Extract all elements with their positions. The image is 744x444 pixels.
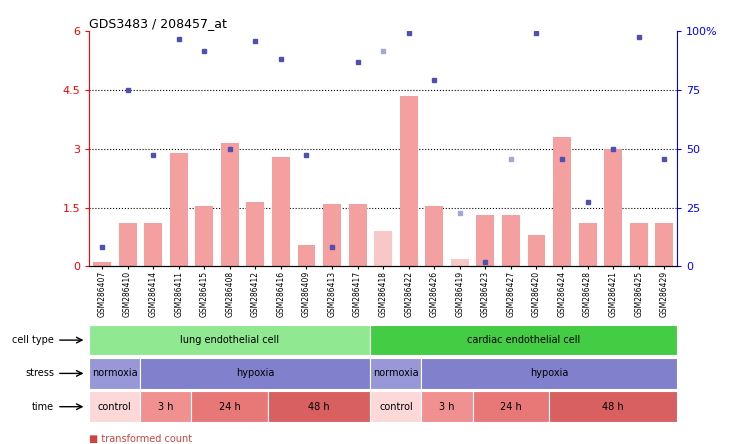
Text: cell type: cell type	[12, 335, 54, 345]
Bar	[604, 149, 622, 266]
Bar	[400, 96, 417, 266]
Bar	[579, 223, 597, 266]
Bar	[422, 391, 472, 422]
Bar	[371, 358, 422, 389]
Text: control: control	[98, 402, 132, 412]
Bar	[221, 143, 239, 266]
Text: hypoxia: hypoxia	[530, 369, 568, 378]
Bar	[549, 391, 677, 422]
Text: 3 h: 3 h	[439, 402, 455, 412]
Bar	[553, 137, 571, 266]
Bar	[144, 223, 162, 266]
Text: ■ transformed count: ■ transformed count	[89, 434, 193, 444]
Text: stress: stress	[25, 369, 54, 378]
Text: 24 h: 24 h	[219, 402, 241, 412]
Bar	[374, 231, 392, 266]
Text: lung endothelial cell: lung endothelial cell	[180, 335, 280, 345]
Bar	[89, 325, 371, 356]
Bar	[170, 153, 187, 266]
Bar	[268, 391, 371, 422]
Bar	[349, 204, 367, 266]
Bar	[527, 235, 545, 266]
Bar	[476, 215, 494, 266]
Bar	[422, 358, 677, 389]
Bar	[371, 325, 677, 356]
Bar	[655, 223, 673, 266]
Bar	[451, 258, 469, 266]
Text: 24 h: 24 h	[500, 402, 522, 412]
Bar	[141, 391, 191, 422]
Bar	[119, 223, 137, 266]
Text: hypoxia: hypoxia	[236, 369, 275, 378]
Text: GDS3483 / 208457_at: GDS3483 / 208457_at	[89, 17, 227, 30]
Bar	[472, 391, 549, 422]
Bar	[426, 206, 443, 266]
Bar	[196, 206, 214, 266]
Bar	[272, 157, 290, 266]
Bar	[371, 391, 422, 422]
Text: control: control	[379, 402, 413, 412]
Bar	[93, 262, 111, 266]
Bar	[629, 223, 648, 266]
Text: 48 h: 48 h	[309, 402, 330, 412]
Bar	[502, 215, 520, 266]
Bar	[89, 358, 141, 389]
Bar	[191, 391, 268, 422]
Text: normoxia: normoxia	[92, 369, 138, 378]
Text: 48 h: 48 h	[603, 402, 624, 412]
Bar	[298, 245, 315, 266]
Text: cardiac endothelial cell: cardiac endothelial cell	[467, 335, 580, 345]
Bar	[246, 202, 264, 266]
Bar	[323, 204, 341, 266]
Text: 3 h: 3 h	[158, 402, 173, 412]
Bar	[141, 358, 371, 389]
Text: normoxia: normoxia	[373, 369, 419, 378]
Bar	[89, 391, 141, 422]
Text: time: time	[32, 402, 54, 412]
